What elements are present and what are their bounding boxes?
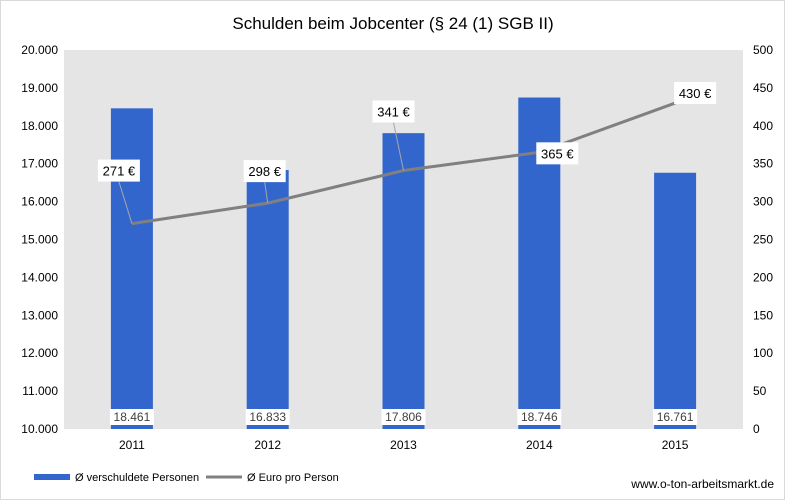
bar-value-label: 16.833: [249, 410, 286, 424]
left-tick-label: 10.000: [21, 422, 58, 436]
right-tick-label: 500: [753, 43, 773, 57]
bar-label-box: [653, 409, 698, 425]
left-tick-label: 16.000: [21, 195, 58, 209]
line-series: 271 € 298 € 341 € 365 € 430 €: [97, 82, 717, 226]
right-tick-label: 300: [753, 195, 773, 209]
left-tick-label: 20.000: [21, 43, 58, 57]
bar-value-label: 18.746: [521, 410, 558, 424]
x-tick-label: 2014: [526, 438, 553, 452]
line-label-box: [243, 160, 286, 183]
bar: [382, 133, 425, 430]
right-tick-label: 50: [753, 384, 767, 398]
left-tick-label: 12.000: [21, 346, 58, 360]
bar: [654, 172, 697, 429]
x-tick-label: 2015: [662, 438, 689, 452]
label-leader-line: [393, 122, 404, 171]
right-tick-label: 250: [753, 233, 773, 247]
right-tick-label: 100: [753, 346, 773, 360]
line-value-label: 298 €: [248, 164, 281, 179]
x-tick-label: 2012: [254, 438, 281, 452]
x-axis-ticks: 2011 2012 2013 2014 2015: [119, 438, 689, 452]
left-tick-label: 19.000: [21, 81, 58, 95]
left-tick-label: 18.000: [21, 119, 58, 133]
x-tick-label: 2011: [119, 438, 145, 452]
right-tick-label: 400: [753, 119, 773, 133]
line-label-box: [674, 82, 717, 105]
legend-bar-swatch: [34, 474, 70, 480]
bar-value-label: 18.461: [114, 410, 151, 424]
bar-label-box: [517, 409, 562, 425]
left-tick-label: 13.000: [21, 308, 58, 322]
right-tick-label: 200: [753, 270, 773, 284]
legend: Ø verschuldete Personen Ø Euro pro Perso…: [34, 472, 339, 484]
bar-label-box: [381, 409, 426, 425]
label-leader-line: [118, 181, 133, 224]
left-tick-label: 14.000: [21, 270, 58, 284]
right-tick-label: 450: [753, 81, 773, 95]
line-label-box: [372, 100, 415, 123]
right-axis-ticks: 0 50 100 150 200 250 300 350 400 450 500: [753, 43, 773, 436]
legend-line-label: Ø Euro pro Person: [247, 472, 339, 484]
left-tick-label: 17.000: [21, 157, 58, 171]
line-label-box: [536, 142, 579, 165]
line-value-label: 430 €: [679, 86, 712, 101]
line-value-label: 271 €: [103, 164, 136, 179]
left-axis-ticks: 10.000 11.000 12.000 13.000 14.000 15.000 16.0…: [21, 43, 58, 436]
legend-bar-label: Ø verschuldete Personen: [75, 472, 199, 484]
chart-title: Schulden beim Jobcenter (§ 24 (1) SGB II…: [232, 14, 553, 33]
bar-series: 18.461 16.833 17.806 18.746 16.761: [109, 97, 698, 430]
line-value-label: 341 €: [377, 105, 410, 120]
bar: [246, 170, 289, 429]
bar-value-label: 16.761: [657, 410, 694, 424]
bar-value-label: 17.806: [385, 410, 422, 424]
right-tick-label: 150: [753, 308, 773, 322]
line-label-box: [97, 159, 140, 182]
right-tick-label: 350: [753, 157, 773, 171]
right-tick-label: 0: [753, 422, 760, 436]
source-credit: www.o-ton-arbeitsmarkt.de: [630, 477, 774, 491]
x-tick-label: 2013: [390, 438, 417, 452]
bar-label-box: [245, 409, 290, 425]
line-value-label: 365 €: [541, 146, 574, 161]
bar: [110, 108, 153, 430]
label-leader-line: [264, 182, 269, 204]
left-tick-label: 11.000: [22, 384, 58, 398]
bar-label-box: [109, 409, 154, 425]
left-tick-label: 15.000: [21, 233, 58, 247]
